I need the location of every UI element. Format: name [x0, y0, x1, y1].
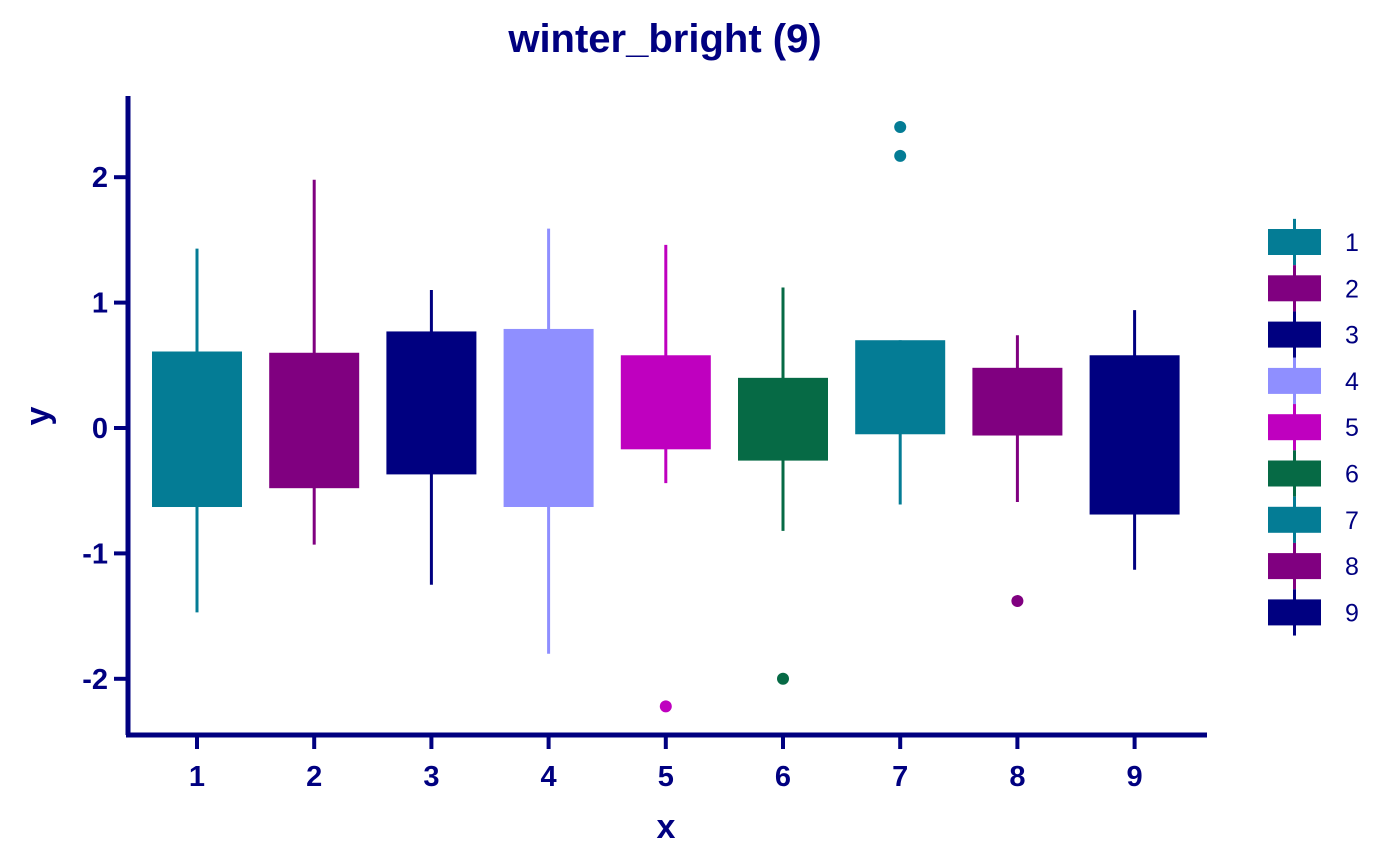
x-tick-label-1: 1 — [189, 761, 205, 793]
outlier-7-2 — [894, 121, 907, 134]
legend-key-6 — [1268, 460, 1321, 487]
legend-key-9 — [1268, 599, 1321, 626]
legend-key-4 — [1268, 367, 1321, 394]
y-tick-label--2: -2 — [82, 664, 108, 696]
legend-label-7: 7 — [1345, 507, 1359, 535]
legend-key-8 — [1268, 553, 1321, 580]
y-tick-label--1: -1 — [82, 538, 108, 570]
legend-item-5: 5 — [1268, 404, 1359, 451]
legend-label-3: 3 — [1345, 322, 1359, 350]
legend-item-6: 6 — [1268, 450, 1359, 497]
y-axis-title: y — [19, 406, 57, 425]
x-tick-label-2: 2 — [306, 761, 322, 793]
box-group-6 — [738, 287, 828, 685]
legend-label-6: 6 — [1345, 461, 1359, 489]
box-group-8 — [972, 335, 1063, 608]
legend-label-9: 9 — [1345, 599, 1359, 627]
x-tick-label-6: 6 — [775, 761, 791, 793]
legend-label-1: 1 — [1345, 229, 1359, 257]
legend-item-1: 1 — [1268, 218, 1359, 266]
x-tick-label-4: 4 — [541, 761, 557, 793]
x-tick-label-3: 3 — [423, 761, 439, 793]
legend-item-9: 9 — [1268, 589, 1359, 636]
legend-item-7: 7 — [1268, 496, 1359, 543]
legend-item-4: 4 — [1268, 357, 1359, 405]
chart-title: winter_bright (9) — [507, 17, 821, 61]
box-group-3 — [386, 290, 477, 585]
outlier-5-1 — [659, 700, 672, 713]
x-tick-label-8: 8 — [1009, 761, 1025, 793]
x-tick-label-5: 5 — [658, 761, 674, 793]
x-tick-label-9: 9 — [1127, 761, 1143, 793]
legend-label-5: 5 — [1345, 414, 1359, 442]
y-tick-label-0: 0 — [92, 413, 108, 445]
y-tick-label-2: 2 — [92, 162, 108, 194]
legend-item-3: 3 — [1268, 311, 1359, 358]
x-axis: 1 2 3 4 5 6 7 8 9 — [126, 732, 1207, 793]
outlier-7-1 — [894, 149, 907, 162]
box-group-2 — [269, 179, 360, 545]
x-axis-title: x — [657, 808, 676, 846]
outlier-6-1 — [777, 672, 789, 685]
legend-key-3 — [1268, 321, 1321, 348]
legend-key-7 — [1268, 506, 1321, 533]
box-1 — [152, 351, 242, 508]
legend: 1 2 3 4 5 6 7 8 9 — [1268, 218, 1359, 636]
legend-label-2: 2 — [1345, 275, 1359, 303]
box-8 — [972, 367, 1063, 436]
box-group-5 — [620, 244, 711, 713]
box-group-4 — [503, 228, 594, 654]
box-5 — [620, 355, 711, 450]
legend-key-5 — [1268, 414, 1321, 441]
box-9 — [1089, 355, 1180, 515]
y-axis: -2 -1 0 1 2 — [82, 96, 131, 735]
legend-item-8: 8 — [1268, 542, 1359, 590]
box-group-7 — [855, 121, 946, 505]
y-tick-label-1: 1 — [92, 288, 108, 320]
box-4 — [503, 328, 594, 508]
box-2 — [269, 352, 360, 489]
legend-key-2 — [1268, 275, 1321, 302]
box-6 — [738, 377, 828, 461]
box-group-1 — [152, 248, 242, 613]
box-group-9 — [1089, 310, 1180, 570]
legend-key-1 — [1268, 229, 1321, 255]
legend-label-8: 8 — [1345, 553, 1359, 581]
x-tick-label-7: 7 — [892, 761, 908, 793]
box-7 — [855, 340, 946, 435]
legend-label-4: 4 — [1345, 368, 1359, 396]
plot-area — [152, 121, 1180, 713]
box-3 — [386, 331, 477, 475]
legend-item-2: 2 — [1268, 265, 1359, 312]
outlier-8-1 — [1011, 595, 1024, 608]
